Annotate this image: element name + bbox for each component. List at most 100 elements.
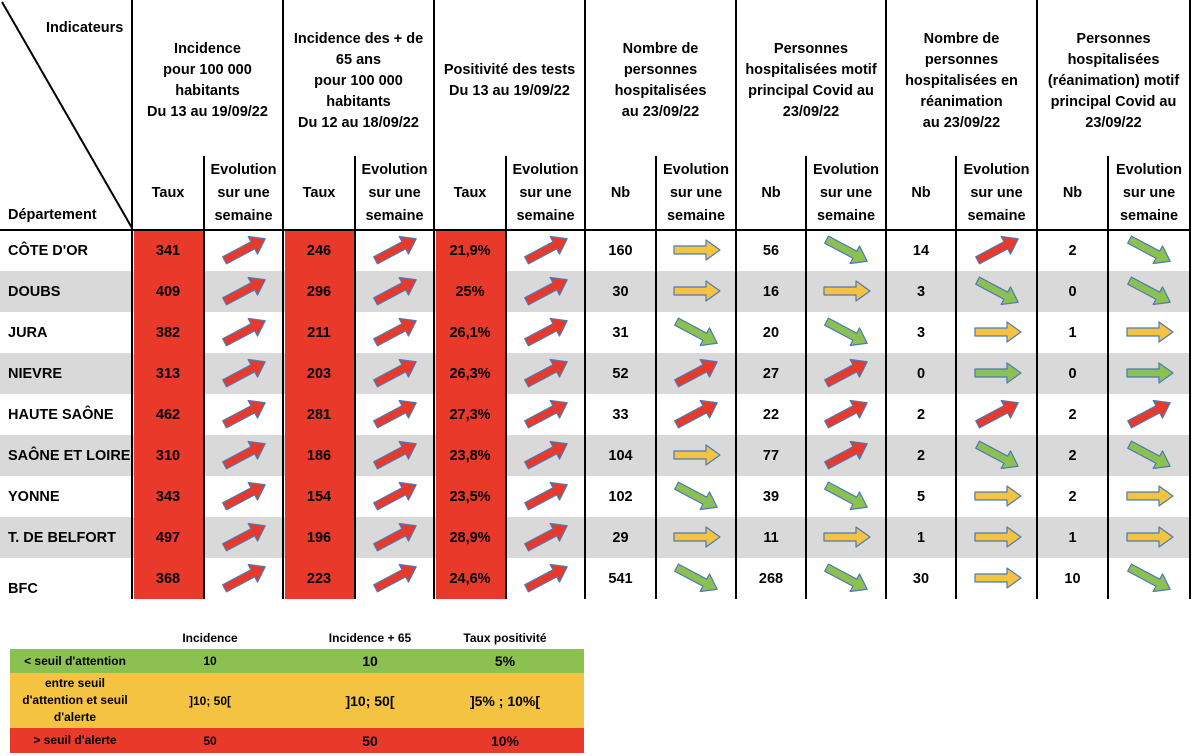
indicator-value: 52	[612, 365, 629, 382]
up-arrow-icon	[520, 358, 572, 388]
indicator-value: 3	[916, 324, 926, 341]
group-divider	[1189, 0, 1191, 599]
indicateurs-label: Indicateurs	[46, 20, 124, 36]
up-arrow-icon	[369, 358, 421, 388]
legend-header: Incidence + 65	[328, 631, 412, 645]
group-title: Personnes hospitalisées motif principal …	[745, 41, 877, 120]
department-name: JURA	[8, 324, 48, 341]
up-arrow-icon	[218, 399, 270, 429]
indicator-value: 462	[155, 406, 181, 423]
up-arrow-icon	[369, 563, 421, 593]
indicator-value: 343	[155, 488, 181, 505]
group-divider	[584, 0, 586, 599]
flat-arrow-icon	[820, 277, 872, 305]
indicator-value: 0	[1068, 365, 1077, 382]
flat-arrow-icon	[1123, 359, 1175, 387]
legend-row: entre seuil d'attention et seuil d'alert…	[10, 673, 584, 728]
indicator-value: 31	[612, 324, 629, 341]
indicator-value: 104	[608, 447, 633, 464]
up-arrow-icon	[218, 440, 270, 470]
indicator-value: 0	[916, 365, 926, 382]
legend-label: entre seuil d'attention et seuil d'alert…	[22, 676, 128, 724]
flat-arrow-icon	[1123, 523, 1175, 551]
flat-arrow-icon	[971, 523, 1023, 551]
department-name: SAÔNE ET LOIRE	[8, 447, 131, 464]
down-arrow-icon	[820, 317, 872, 347]
subheader-value: Taux	[302, 184, 336, 201]
indicator-value: 160	[608, 242, 633, 259]
subheader-value: Taux	[453, 184, 487, 201]
indicator-value: 102	[608, 488, 633, 505]
indicator-value: 2	[1068, 242, 1077, 259]
indicator-value: 30	[612, 283, 629, 300]
indicator-value: 268	[758, 570, 784, 587]
down-arrow-icon	[670, 563, 722, 593]
legend-value: ]10; 50[	[345, 692, 395, 709]
indicator-value: 14	[912, 242, 930, 259]
flat-arrow-icon	[971, 359, 1023, 387]
up-arrow-icon	[520, 440, 572, 470]
down-arrow-icon	[1123, 440, 1175, 470]
group-divider	[735, 0, 737, 599]
indicator-value: 1	[1068, 529, 1077, 546]
flat-arrow-icon	[971, 564, 1023, 592]
down-arrow-icon	[820, 563, 872, 593]
group-title: Nombre de personnes hospitalisées au 23/…	[614, 41, 707, 120]
indicator-value: 196	[306, 529, 332, 546]
up-arrow-icon	[520, 522, 572, 552]
up-arrow-icon	[520, 317, 572, 347]
indicator-value: 24,6%	[449, 570, 491, 587]
indicator-value: 203	[306, 365, 332, 382]
department-name: T. DE BELFORT	[8, 529, 116, 546]
legend-value: 10	[362, 653, 378, 669]
legend-row: < seuil d'attention 10 10 5%	[10, 649, 584, 673]
group-divider	[433, 0, 435, 599]
up-arrow-icon	[369, 399, 421, 429]
legend-value: 50	[362, 732, 378, 749]
up-arrow-icon	[369, 481, 421, 511]
indicator-value: 341	[155, 242, 181, 259]
indicator-value: 497	[155, 529, 181, 546]
indicator-value: 26,3%	[449, 365, 491, 382]
subheader-evolution: Evolution sur une semaine	[361, 161, 428, 224]
group-title: Positivité des tests Du 13 au 19/09/22	[443, 62, 576, 99]
column-divider	[655, 156, 657, 599]
column-divider	[1107, 156, 1109, 599]
down-arrow-icon	[670, 481, 722, 511]
up-arrow-icon	[218, 563, 270, 593]
up-arrow-icon	[971, 399, 1023, 429]
indicator-value: 77	[762, 447, 780, 464]
up-arrow-icon	[218, 522, 270, 552]
group-title: Incidence pour 100 000 habitants Du 13 a…	[147, 41, 268, 120]
up-arrow-icon	[670, 399, 722, 429]
legend-value: 50	[203, 733, 217, 748]
indicator-value: 26,1%	[449, 324, 491, 341]
indicator-table: Indicateurs Département Incidence pour 1…	[0, 0, 1191, 599]
subheader-evolution: Evolution sur une semaine	[812, 161, 880, 224]
indicator-value: 0	[1068, 283, 1077, 300]
legend-row: > seuil d'alerte 50 50 10%	[10, 728, 584, 753]
indicator-value: 20	[762, 324, 780, 341]
up-arrow-icon	[520, 276, 572, 306]
header-divider	[0, 229, 1190, 231]
legend-label: < seuil d'attention	[24, 653, 126, 668]
indicator-value: 5	[916, 488, 926, 505]
column-divider	[203, 156, 205, 599]
flat-arrow-icon	[670, 441, 722, 469]
group-title: Incidence des + de 65 ans pour 100 000 h…	[293, 30, 424, 131]
flat-arrow-icon	[820, 523, 872, 551]
indicator-value: 23,8%	[449, 447, 491, 464]
indicator-value: 313	[155, 365, 181, 382]
down-arrow-icon	[971, 276, 1023, 306]
group-divider	[282, 0, 284, 599]
indicator-value: 2	[916, 447, 926, 464]
up-arrow-icon	[971, 235, 1023, 265]
legend-value: 10%	[490, 732, 520, 749]
departement-label: Département	[8, 207, 97, 223]
legend-header: Incidence	[182, 631, 238, 645]
indicator-value: 1	[1068, 324, 1077, 341]
indicator-value: 11	[763, 529, 779, 546]
down-arrow-icon	[1123, 276, 1175, 306]
indicator-value: 382	[155, 324, 181, 341]
up-arrow-icon	[369, 317, 421, 347]
